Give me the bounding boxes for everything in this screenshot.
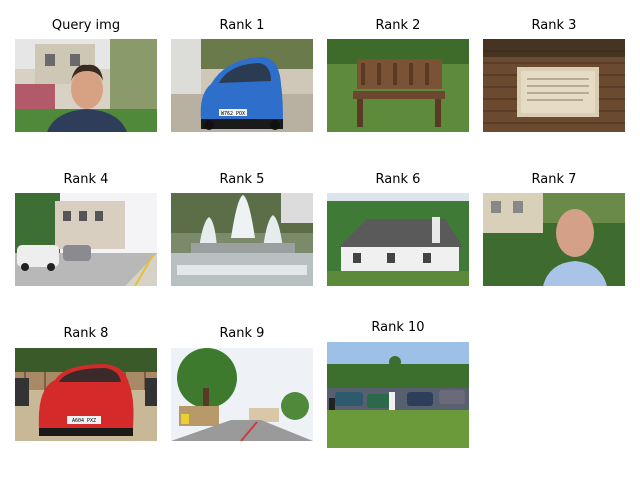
panel-title: Rank 2 [375,18,421,33]
panel-title: Rank 4 [63,172,109,187]
result-image [483,193,625,286]
panel-title: Rank 1 [219,18,265,33]
panel-title: Rank 7 [531,172,577,187]
result-image [327,193,469,286]
result-image [327,39,469,132]
result-image [483,39,625,132]
result-image [171,193,313,286]
panel-title: Rank 3 [531,18,577,33]
result-image: W762 POX [171,39,313,132]
panel-title: Rank 9 [219,326,265,341]
result-image [171,348,313,441]
query-image [15,39,157,132]
panel-title: Rank 5 [219,172,265,187]
result-image: A604 PXZ [15,348,157,441]
panel-title: Rank 6 [375,172,421,187]
result-image [15,193,157,286]
panel-title: Rank 8 [63,326,109,341]
license-plate: W762 POX [221,111,245,117]
panel-title: Query img [51,18,121,33]
panel-title: Rank 10 [371,320,425,335]
result-image [327,342,469,448]
license-plate: A604 PXZ [72,418,96,424]
